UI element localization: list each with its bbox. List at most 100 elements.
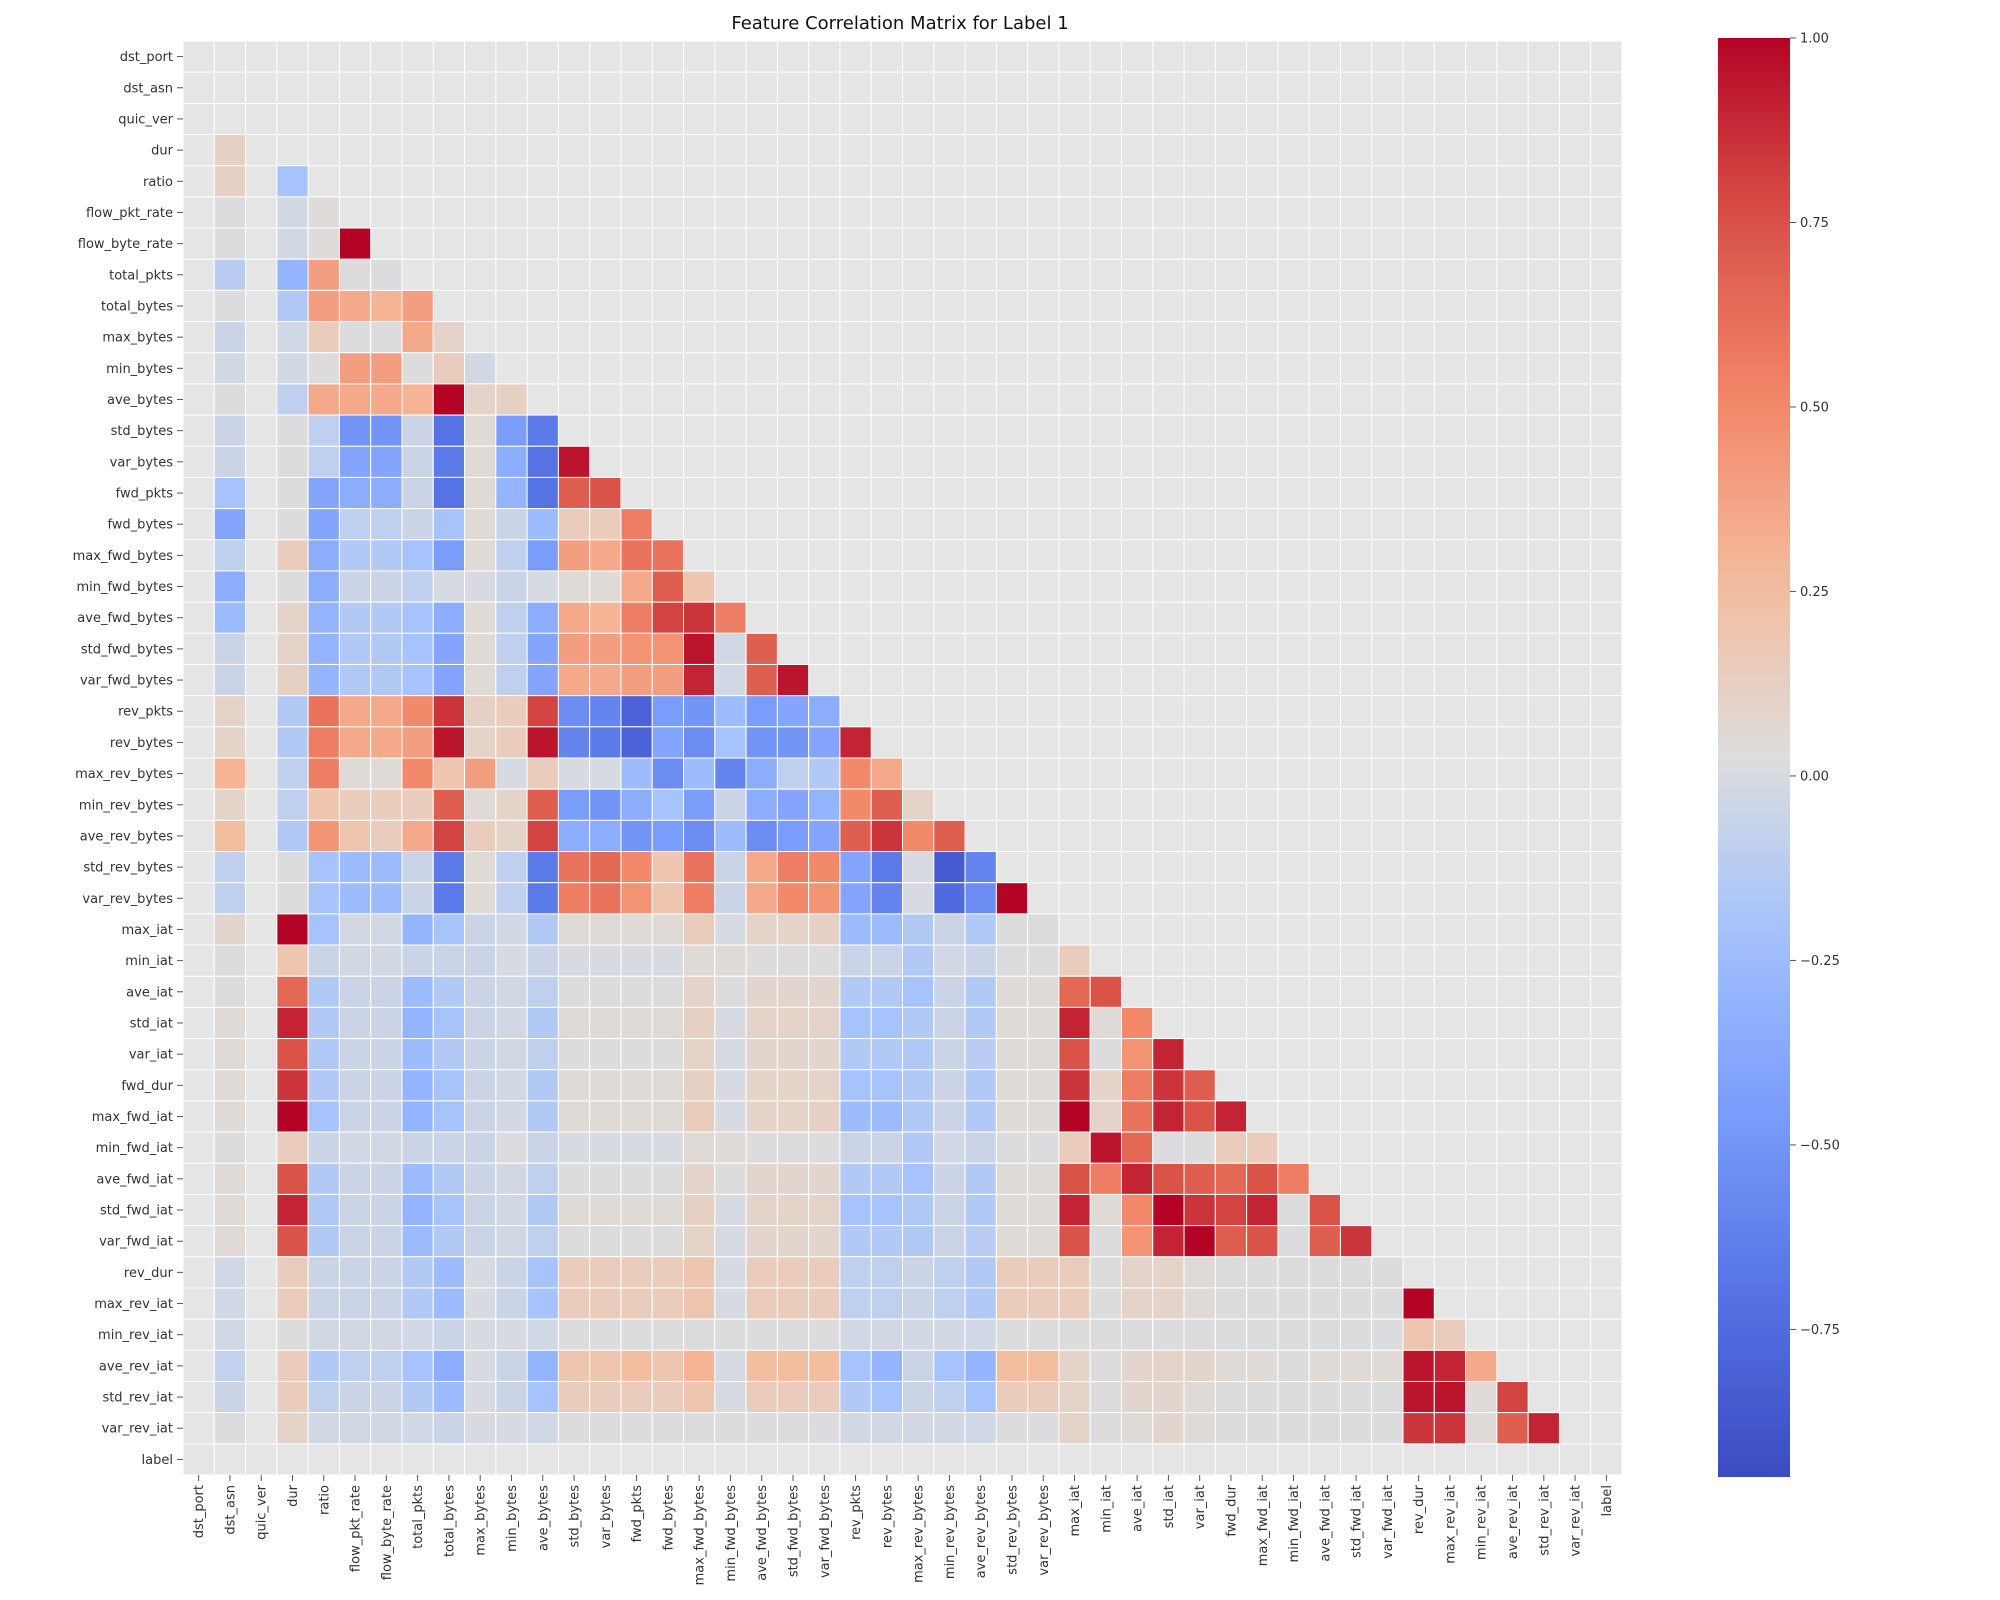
heatmap-cell bbox=[745, 788, 778, 821]
heatmap-cell bbox=[714, 913, 747, 946]
heatmap-cell bbox=[370, 1006, 403, 1040]
heatmap-cell bbox=[870, 1038, 903, 1071]
heatmap-cell bbox=[651, 663, 685, 697]
heatmap-cell bbox=[1371, 1256, 1404, 1289]
heatmap-cell bbox=[808, 1006, 841, 1040]
heatmap-cell bbox=[276, 1225, 309, 1258]
heatmap-cell bbox=[464, 1412, 497, 1445]
heatmap-cell bbox=[589, 788, 622, 821]
heatmap-cell bbox=[557, 539, 591, 572]
heatmap-cell bbox=[1183, 1287, 1216, 1320]
heatmap-cell bbox=[589, 508, 622, 541]
heatmap-cell bbox=[370, 476, 403, 510]
heatmap-cell bbox=[495, 539, 528, 572]
heatmap-cell bbox=[1058, 975, 1091, 1008]
heatmap-cell bbox=[808, 788, 841, 821]
heatmap-cell bbox=[1120, 1193, 1154, 1227]
heatmap-cell bbox=[495, 1380, 528, 1414]
heatmap-cell bbox=[1277, 1380, 1310, 1414]
heatmap-cell bbox=[651, 1131, 685, 1164]
heatmap-cell bbox=[620, 1412, 653, 1445]
heatmap-cell bbox=[589, 1193, 622, 1227]
heatmap-cell bbox=[839, 851, 872, 884]
heatmap-cell bbox=[683, 975, 716, 1008]
heatmap-cell bbox=[933, 851, 966, 884]
heatmap-cell bbox=[432, 1100, 466, 1133]
heatmap-cell bbox=[808, 851, 841, 884]
heatmap-cell bbox=[776, 1131, 810, 1164]
heatmap-cell bbox=[370, 1225, 403, 1258]
heatmap-cell bbox=[495, 819, 528, 853]
heatmap-cell bbox=[338, 383, 372, 416]
heatmap-cell bbox=[620, 1287, 653, 1320]
heatmap-cell bbox=[1058, 1069, 1091, 1102]
heatmap-cell bbox=[526, 1287, 559, 1320]
heatmap-cell bbox=[995, 1069, 1029, 1102]
x-tick-label: ave_rev_iat bbox=[1506, 1485, 1521, 1559]
heatmap-cell bbox=[432, 383, 466, 416]
heatmap-cell bbox=[432, 819, 466, 853]
heatmap-cell bbox=[401, 1100, 434, 1133]
heatmap-cell bbox=[307, 539, 340, 572]
heatmap-cell bbox=[401, 851, 434, 884]
heatmap-cell bbox=[870, 1349, 903, 1382]
heatmap-cell bbox=[620, 726, 653, 759]
heatmap-cell bbox=[370, 757, 403, 790]
heatmap-cell bbox=[276, 851, 309, 884]
heatmap-cell bbox=[651, 1162, 685, 1195]
heatmap-cell bbox=[338, 632, 372, 665]
y-tick-label: fwd_dur bbox=[121, 1079, 173, 1094]
heatmap-cell bbox=[307, 632, 340, 665]
heatmap-cell bbox=[213, 352, 247, 385]
heatmap-cell bbox=[589, 1380, 622, 1414]
heatmap-cell bbox=[495, 1100, 528, 1133]
heatmap-cell bbox=[370, 632, 403, 665]
heatmap-cell bbox=[526, 1380, 559, 1414]
y-tick-label: var_rev_bytes bbox=[82, 892, 173, 907]
heatmap-cell bbox=[495, 570, 528, 603]
heatmap-cell bbox=[651, 1069, 685, 1102]
heatmap-cell bbox=[620, 788, 653, 821]
heatmap-cell bbox=[401, 1162, 434, 1195]
y-tick-label: ave_rev_bytes bbox=[80, 829, 173, 844]
heatmap-cell bbox=[1089, 1131, 1122, 1164]
heatmap-cell bbox=[432, 757, 466, 790]
heatmap-cell bbox=[651, 601, 685, 634]
heatmap-cell bbox=[1308, 1256, 1341, 1289]
y-tick-label: var_bytes bbox=[110, 455, 174, 470]
heatmap-cell bbox=[1433, 1412, 1467, 1445]
heatmap-cell bbox=[307, 788, 340, 821]
heatmap-cell bbox=[1214, 1193, 1248, 1227]
heatmap-cell bbox=[557, 1287, 591, 1320]
heatmap-cells bbox=[213, 134, 1560, 1445]
heatmap-cell bbox=[620, 944, 653, 977]
heatmap-cell bbox=[338, 726, 372, 759]
heatmap-cell bbox=[307, 1256, 340, 1289]
heatmap-cell bbox=[683, 1131, 716, 1164]
heatmap-cell bbox=[213, 1069, 247, 1102]
x-tick-label: min_iat bbox=[1099, 1485, 1114, 1533]
heatmap-cell bbox=[432, 1193, 466, 1227]
heatmap-cell bbox=[1214, 1412, 1248, 1445]
heatmap-cell bbox=[276, 289, 309, 323]
heatmap-cell bbox=[1246, 1256, 1279, 1289]
heatmap-cell bbox=[776, 1412, 810, 1445]
heatmap-cell bbox=[432, 726, 466, 759]
heatmap-cell bbox=[526, 1349, 559, 1382]
heatmap-cell bbox=[776, 975, 810, 1008]
heatmap-cell bbox=[526, 726, 559, 759]
heatmap-cell bbox=[1027, 1131, 1060, 1164]
heatmap-cell bbox=[1246, 1193, 1279, 1227]
heatmap-cell bbox=[464, 414, 497, 447]
heatmap-cell bbox=[307, 508, 340, 541]
heatmap-cell bbox=[276, 726, 309, 759]
heatmap-cell bbox=[307, 476, 340, 510]
heatmap-cell bbox=[683, 570, 716, 603]
heatmap-cell bbox=[1120, 1349, 1154, 1382]
heatmap-cell bbox=[370, 819, 403, 853]
heatmap-cell bbox=[1120, 1225, 1154, 1258]
heatmap-cell bbox=[839, 1100, 872, 1133]
x-tick-label: flow_byte_rate bbox=[380, 1485, 395, 1580]
heatmap-cell bbox=[495, 1412, 528, 1445]
x-tick-label: ave_iat bbox=[1131, 1485, 1146, 1532]
